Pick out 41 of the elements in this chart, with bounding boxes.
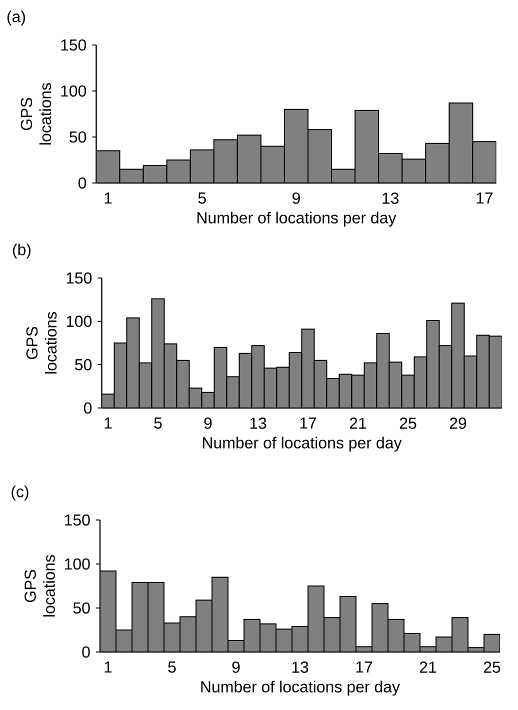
y-tick-label: 50	[73, 602, 90, 614]
x-tick-label: 1	[104, 418, 112, 429]
chart-title: (b)	[12, 244, 31, 258]
x-tick-label: 9	[204, 418, 212, 429]
y-tick-label: 100	[61, 85, 86, 97]
x-tick-label: 5	[154, 418, 162, 429]
x-tick-label: 17	[476, 192, 493, 204]
x-tick-label: 1	[104, 192, 112, 204]
y-tick-label: 0	[84, 402, 92, 414]
x-tick-label: 17	[356, 662, 372, 673]
y-tick-label: 0	[82, 646, 90, 658]
y-tick-label: 150	[66, 272, 92, 284]
y-tick-label: 50	[70, 131, 86, 143]
x-axis-title: Number of locations per day	[203, 436, 402, 452]
y-tick-label: 150	[64, 514, 90, 526]
x-tick-label: 21	[350, 418, 366, 429]
y-tick-label: 50	[75, 359, 92, 370]
x-tick-label: 29	[450, 418, 466, 429]
y-tick-label: 0	[78, 177, 86, 189]
y-tick-label: 100	[66, 316, 92, 327]
x-tick-label: 9	[232, 662, 240, 673]
x-axis-title: Number of locations per day	[198, 212, 396, 227]
x-tick-label: 1	[104, 662, 112, 673]
x-tick-label: 25	[400, 418, 416, 429]
x-tick-label: 9	[292, 192, 300, 204]
y-axis-title: GPS locations	[20, 83, 52, 144]
x-tick-label: 13	[382, 192, 399, 204]
x-tick-label: 25	[484, 662, 500, 673]
x-tick-label: 5	[168, 662, 176, 673]
y-axis-title: GPS locations	[24, 555, 55, 616]
x-tick-label: 21	[420, 662, 436, 673]
x-tick-label: 13	[250, 418, 266, 429]
chart-title: (a)	[7, 10, 26, 26]
y-tick-label: 150	[61, 39, 86, 51]
y-tick-label: 100	[64, 558, 90, 570]
y-axis-title: GPS locations	[26, 312, 57, 374]
chart-title: (c)	[12, 486, 28, 500]
x-axis-title: Number of locations per day	[201, 680, 400, 696]
x-tick-label: 13	[292, 662, 308, 673]
x-tick-label: 5	[198, 192, 206, 204]
x-tick-label: 17	[300, 418, 316, 429]
